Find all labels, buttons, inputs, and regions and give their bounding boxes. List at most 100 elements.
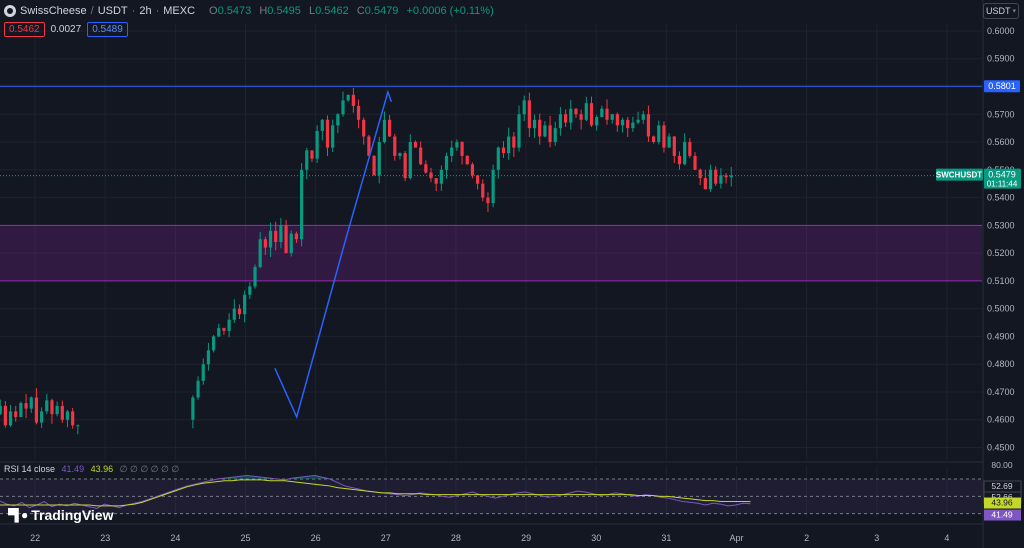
price-tick-label: 0.4700	[987, 387, 1015, 397]
symbol-header[interactable]: SwissCheese / USDT · 2h · MEXC O0.5473 H…	[4, 3, 494, 19]
candle-body	[274, 230, 278, 242]
time-tick-label: 3	[874, 533, 879, 543]
candle	[8, 404, 13, 427]
candle-body	[211, 336, 216, 351]
candle-body	[553, 128, 557, 143]
candle-body	[387, 119, 392, 137]
candle	[232, 299, 236, 323]
candle	[558, 106, 563, 136]
candle-body	[253, 266, 257, 287]
candle	[211, 335, 216, 353]
candle	[465, 155, 469, 165]
time-tick-label: 27	[381, 533, 391, 543]
candle-body	[263, 239, 267, 248]
candle	[243, 290, 247, 323]
candle-body	[14, 411, 18, 417]
candle	[19, 401, 23, 418]
candle-body	[626, 119, 630, 129]
buy-button[interactable]: 0.5489	[87, 22, 128, 37]
candle-body	[620, 119, 625, 126]
rsi-extra-values: ∅ ∅ ∅ ∅ ∅ ∅	[119, 464, 180, 474]
candle-body	[206, 350, 211, 365]
candle-body	[227, 319, 231, 331]
candle	[336, 113, 340, 134]
candle-body	[237, 308, 242, 315]
candle-body	[232, 308, 236, 320]
candle	[714, 166, 718, 186]
exchange: MEXC	[163, 5, 196, 17]
candle	[331, 119, 335, 153]
candle-body	[372, 155, 376, 176]
candle-body	[331, 125, 335, 148]
rsi-axis-label: 52.66	[991, 492, 1013, 502]
candle	[553, 121, 557, 146]
rectangle-zone[interactable]	[0, 225, 982, 281]
candles	[0, 87, 733, 435]
candle	[693, 152, 697, 171]
candle	[206, 342, 211, 371]
candle-body	[243, 294, 247, 315]
candle-body	[698, 169, 702, 179]
candle	[65, 409, 70, 428]
price-tick-label: 0.5400	[987, 193, 1015, 203]
rsi-axis-tag	[984, 497, 1021, 509]
candle	[652, 135, 656, 144]
candle-body	[310, 150, 314, 159]
candle-body	[517, 114, 521, 148]
candle-body	[356, 105, 361, 120]
candle	[434, 178, 438, 192]
candle-body	[222, 328, 226, 331]
candle-body	[693, 155, 697, 170]
sell-button[interactable]: 0.5462	[4, 22, 45, 37]
candle-body	[8, 411, 13, 426]
candle	[248, 282, 252, 300]
candle-body	[377, 142, 381, 176]
price-tick-label: 0.4600	[987, 415, 1015, 425]
candle	[0, 399, 2, 415]
candle	[393, 133, 397, 161]
candle	[377, 136, 381, 184]
price-tick-label: 0.5900	[987, 54, 1015, 64]
candle-body	[201, 364, 205, 381]
candle	[191, 395, 195, 429]
candle	[263, 236, 267, 256]
candle	[3, 401, 7, 428]
trade-buttons: 0.5462 0.0027 0.5489	[4, 22, 128, 37]
candle	[491, 164, 495, 208]
interval[interactable]: 2h	[139, 5, 152, 17]
candle	[55, 401, 59, 417]
candle-body	[362, 119, 366, 137]
candle	[387, 115, 392, 137]
candle-body	[284, 225, 288, 254]
separator: /	[90, 5, 94, 17]
high-label: H	[259, 5, 268, 17]
candle	[253, 264, 257, 289]
candle-body	[672, 136, 676, 156]
rsi-legend[interactable]: RSI 14 close 41.49 43.96 ∅ ∅ ∅ ∅ ∅ ∅	[4, 464, 179, 475]
symbol-name[interactable]: SwissCheese	[20, 5, 87, 17]
candle-body	[305, 150, 309, 170]
candle-body	[429, 172, 433, 179]
candle-body	[703, 178, 707, 190]
price-tick-label: 0.6000	[987, 26, 1015, 36]
candle-body	[496, 147, 500, 170]
candle	[450, 140, 454, 163]
candle	[543, 121, 547, 138]
time-axis[interactable]: 22 23 24 25 26 27 28 29 30 31 Apr 2 3 4	[0, 523, 983, 543]
candle-body	[439, 169, 443, 184]
price-tick-label: 0.5200	[987, 248, 1015, 258]
price-tick-label: 0.5000	[987, 304, 1015, 314]
currency-dropdown[interactable]: USDT	[983, 3, 1019, 19]
tradingview-logo[interactable]: ▀▌● TradingView	[8, 507, 113, 523]
candle-body	[481, 183, 485, 198]
symbol-logo-icon	[4, 5, 16, 17]
candle-body	[279, 225, 283, 242]
candle-body	[393, 136, 397, 156]
candle-body	[527, 100, 531, 129]
candle	[279, 218, 283, 249]
trend-line-drawing[interactable]	[274, 89, 393, 420]
candle	[201, 358, 205, 385]
